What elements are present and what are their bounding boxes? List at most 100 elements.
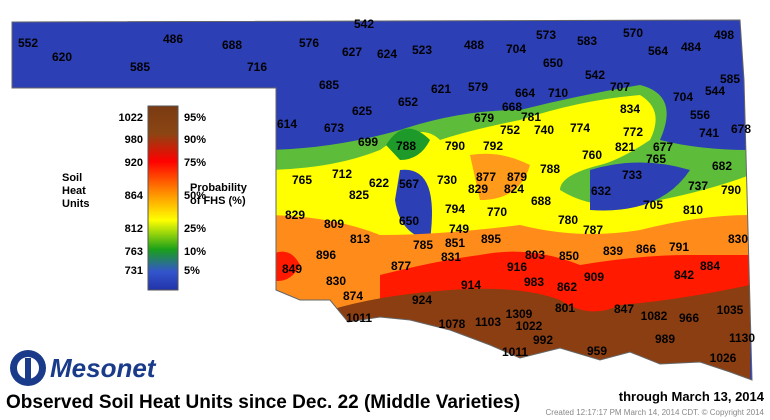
legend-bar [147, 105, 179, 291]
station-value: 712 [332, 167, 352, 181]
station-value: 821 [615, 140, 635, 154]
station-value: 740 [534, 123, 554, 137]
legend-units: 864 [125, 190, 144, 202]
station-value: 650 [543, 56, 563, 70]
station-value: 585 [130, 60, 150, 74]
station-value: 707 [610, 80, 630, 94]
station-value: 924 [412, 293, 432, 307]
station-value: 847 [614, 302, 634, 316]
station-value: 909 [584, 270, 604, 284]
station-value: 772 [623, 125, 643, 139]
station-value: 682 [712, 159, 732, 173]
legend-percent: 75% [184, 157, 206, 169]
station-value: 624 [377, 47, 397, 61]
station-value: 583 [577, 34, 597, 48]
station-value: 488 [464, 38, 484, 52]
station-value: 677 [653, 140, 673, 154]
station-value: 992 [533, 333, 553, 347]
station-value: 625 [352, 104, 372, 118]
station-value: 792 [483, 139, 503, 153]
legend-units: 1022 [119, 112, 143, 124]
station-value: 874 [343, 289, 363, 303]
station-value: 749 [449, 222, 469, 236]
station-value: 824 [504, 182, 524, 196]
date: through March 13, 2014 [619, 389, 765, 404]
station-value: 664 [515, 86, 535, 100]
station-value: 730 [437, 173, 457, 187]
station-value: 765 [646, 152, 666, 166]
station-value: 1309 [506, 307, 533, 321]
station-value: 884 [700, 259, 720, 273]
credit: Created 12:17:17 PM March 14, 2014 CDT. … [546, 408, 765, 417]
station-value: 1082 [641, 309, 668, 323]
station-value: 573 [536, 28, 556, 42]
station-value: 552 [18, 36, 38, 50]
station-value: 829 [468, 182, 488, 196]
station-value: 780 [558, 213, 578, 227]
station-value: 831 [441, 250, 461, 264]
station-value: 830 [728, 232, 748, 246]
station-value: 652 [398, 95, 418, 109]
station-value: 1026 [710, 351, 737, 365]
station-value: 752 [500, 123, 520, 137]
station-value: 678 [731, 122, 751, 136]
logo-text: Mesonet [50, 353, 157, 383]
station-value: 790 [445, 139, 465, 153]
station-value: 484 [681, 40, 701, 54]
station-value: 1011 [346, 311, 372, 325]
state-outline [11, 19, 753, 381]
station-value: 704 [673, 90, 693, 104]
station-value: 914 [461, 278, 481, 292]
station-value: 564 [648, 44, 668, 58]
station-value: 1078 [439, 317, 466, 331]
station-value: 614 [277, 117, 297, 131]
legend-units: 920 [125, 157, 143, 169]
units-label: Soil Heat Units [62, 172, 90, 210]
station-value: 788 [540, 162, 560, 176]
station-value: 1130 [729, 331, 755, 345]
station-value: 704 [506, 42, 526, 56]
station-value: 877 [391, 259, 411, 273]
station-value: 716 [247, 60, 267, 74]
station-value: 679 [474, 111, 494, 125]
legend-percent: 95% [184, 112, 206, 124]
station-value: 579 [468, 80, 488, 94]
station-value: 774 [570, 121, 590, 135]
legend-units: 731 [125, 265, 143, 277]
station-value: 862 [557, 280, 577, 294]
station-value: 896 [316, 248, 336, 262]
station-value: 570 [623, 26, 643, 40]
station-value: 830 [326, 274, 346, 288]
station-value: 851 [445, 236, 465, 250]
station-value: 737 [688, 179, 708, 193]
station-value: 788 [396, 139, 416, 153]
station-value: 809 [324, 217, 344, 231]
station-value: 790 [721, 183, 741, 197]
station-value: 688 [222, 38, 242, 52]
legend-units: 763 [125, 246, 143, 258]
station-value: 498 [714, 28, 734, 42]
legend-percent: 5% [184, 265, 200, 277]
station-value: 983 [524, 275, 544, 289]
station-value: 668 [502, 100, 522, 114]
legend-units: 812 [125, 223, 143, 235]
station-value: 733 [622, 168, 642, 182]
station-value: 685 [319, 78, 339, 92]
legend-units: 980 [125, 134, 143, 146]
station-value: 834 [620, 102, 640, 116]
station-value: 877 [476, 170, 496, 184]
station-value: 810 [683, 203, 703, 217]
station-value: 966 [679, 311, 699, 325]
station-value: 895 [481, 232, 501, 246]
station-value: 849 [282, 262, 302, 276]
station-value: 622 [369, 176, 389, 190]
station-value: 829 [285, 208, 305, 222]
legend: 1022 95% 980 90% 920 75% 864 50% 812 25% 763 10% 731… [119, 112, 207, 277]
station-value: 989 [655, 332, 675, 346]
station-value: 801 [555, 301, 575, 315]
station-value: 879 [507, 170, 527, 184]
station-value: 781 [521, 110, 541, 124]
station-value: 542 [585, 68, 605, 82]
station-value: 813 [350, 232, 370, 246]
